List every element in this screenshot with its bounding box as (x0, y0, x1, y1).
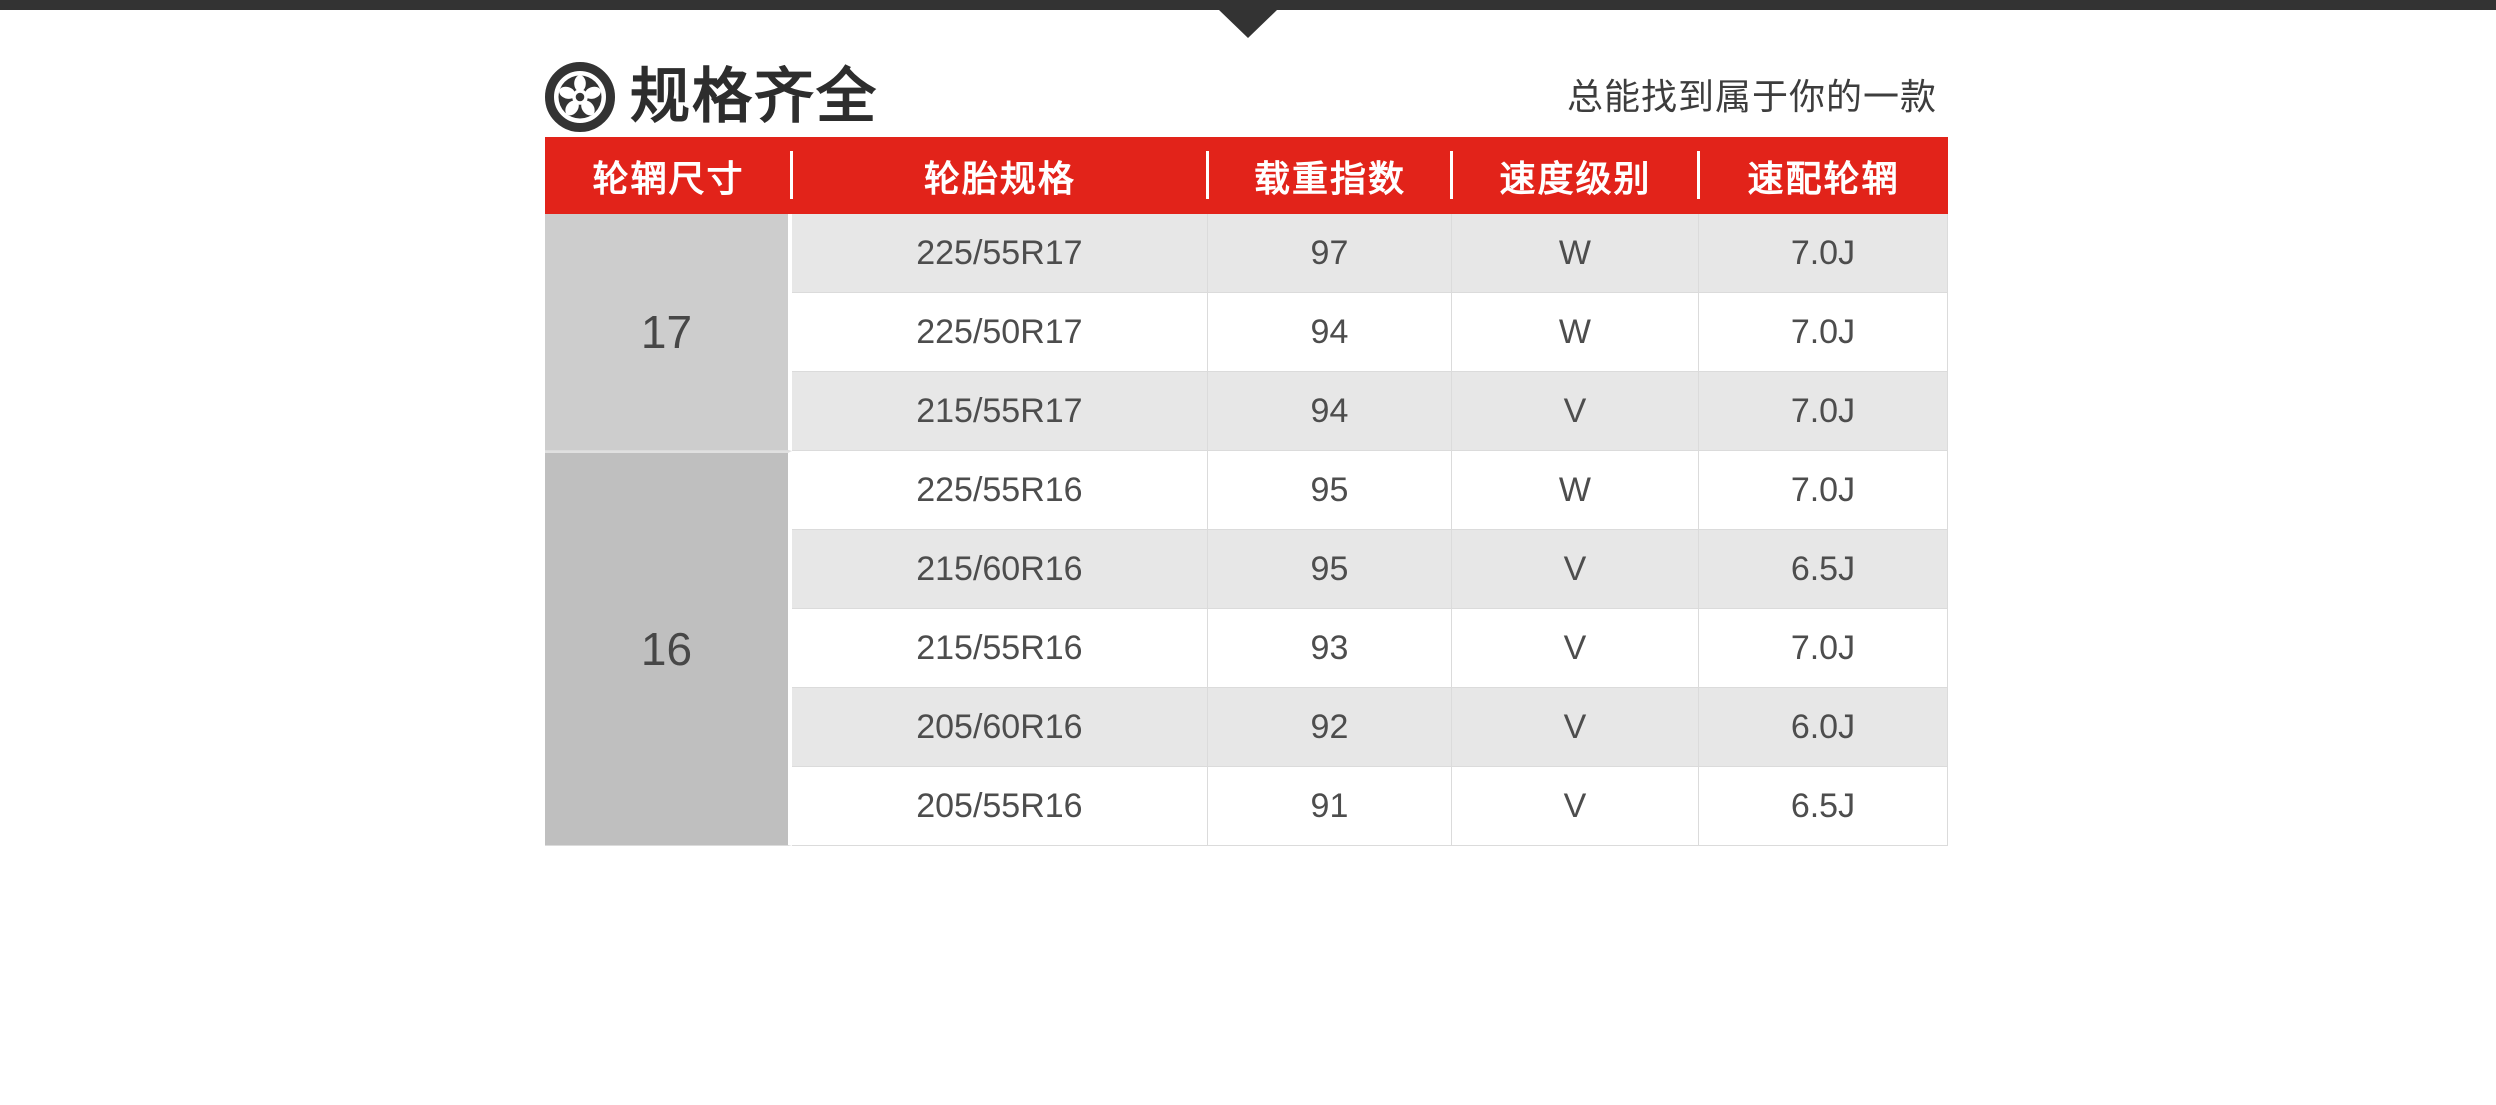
table-row: 215/55R17 94 V 7.0J (545, 372, 1948, 451)
table-row: 16 225/55R16 95 W 7.0J (545, 451, 1948, 846)
rim-size-cell: 16 (545, 451, 792, 846)
speed-rating-cell: W (1452, 451, 1699, 530)
speed-rating-cell: V (1452, 767, 1699, 846)
tire-spec-cell: 225/50R17 (791, 293, 1208, 372)
load-index-cell: 95 (1207, 530, 1453, 609)
table-row: 17 225/55R17 97 W 7.0J (545, 214, 1948, 451)
matching-rim-cell: 6.0J (1698, 688, 1948, 767)
page-title: 规格齐全 (630, 63, 878, 130)
tire-spec-cell: 225/55R17 (791, 214, 1208, 293)
tire-spec-cell: 225/55R16 (791, 451, 1208, 530)
speed-rating-cell: V (1452, 372, 1699, 451)
matching-rim-cell: 7.0J (1698, 451, 1948, 530)
tire-spec-cell: 215/55R17 (791, 372, 1208, 451)
load-index-cell: 94 (1207, 372, 1453, 451)
speed-rating-cell: V (1452, 530, 1699, 609)
column-header: 速配轮辋 (1696, 137, 1948, 214)
load-index-cell: 94 (1207, 293, 1453, 372)
matching-rim-cell: 6.5J (1698, 767, 1948, 846)
wheel-icon (544, 61, 616, 133)
load-index-cell: 97 (1207, 214, 1453, 293)
column-header: 载重指数 (1205, 137, 1453, 214)
load-index-cell: 91 (1207, 767, 1453, 846)
tire-spec-cell: 205/60R16 (791, 688, 1208, 767)
page-subtitle: 总能找到属于你的一款 (1566, 76, 1937, 117)
tire-spec-cell: 215/55R16 (791, 609, 1208, 688)
speed-rating-cell: V (1452, 609, 1699, 688)
down-arrow-pointer (1219, 10, 1277, 38)
rim-size-cell: 17 (545, 214, 792, 451)
table-header-row: 轮辋尺寸 轮胎规格 载重指数 速度级别 速配轮辋 (545, 137, 1948, 214)
top-divider-bar (0, 0, 2496, 10)
matching-rim-cell: 7.0J (1698, 293, 1948, 372)
column-header: 速度级别 (1450, 137, 1699, 214)
load-index-cell: 92 (1207, 688, 1453, 767)
load-index-cell: 93 (1207, 609, 1453, 688)
column-header: 轮辋尺寸 (545, 137, 792, 214)
column-header: 轮胎规格 (789, 137, 1208, 214)
matching-rim-cell: 7.0J (1698, 214, 1948, 293)
section-header: 规格齐全 总能找到属于你的一款 (0, 0, 2496, 137)
table-row: 205/55R16 91 V 6.5J (545, 767, 1948, 846)
table-row: 205/60R16 92 V 6.0J (545, 688, 1948, 767)
matching-rim-cell: 7.0J (1698, 609, 1948, 688)
load-index-cell: 95 (1207, 451, 1453, 530)
matching-rim-cell: 7.0J (1698, 372, 1948, 451)
table-row: 215/55R16 93 V 7.0J (545, 609, 1948, 688)
speed-rating-cell: W (1452, 214, 1699, 293)
tire-spec-cell: 215/60R16 (791, 530, 1208, 609)
tire-spec-table: 轮辋尺寸 轮胎规格 载重指数 速度级别 速配轮辋 17 225/55R17 97 W 7.0J 2… (545, 137, 1948, 846)
speed-rating-cell: V (1452, 688, 1699, 767)
matching-rim-cell: 6.5J (1698, 530, 1948, 609)
table-row: 225/50R17 94 W 7.0J (545, 293, 1948, 372)
tire-spec-cell: 205/55R16 (791, 767, 1208, 846)
speed-rating-cell: W (1452, 293, 1699, 372)
table-row: 215/60R16 95 V 6.5J (545, 530, 1948, 609)
